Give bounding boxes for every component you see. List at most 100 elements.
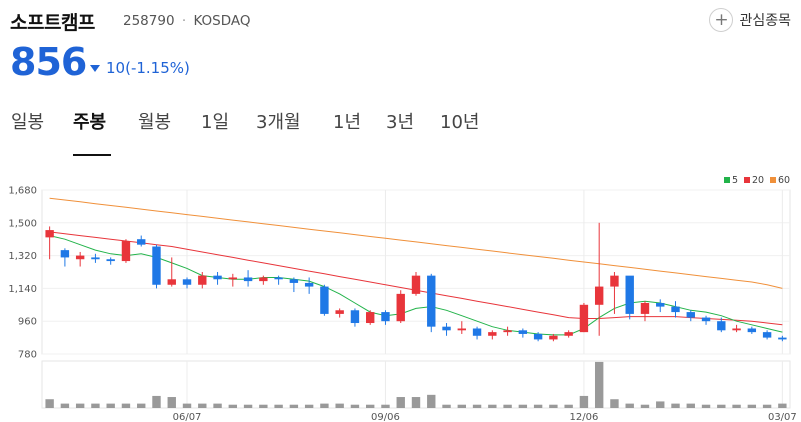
change-value: 10(-1.15%) <box>106 59 190 77</box>
candle-body <box>91 257 100 260</box>
volume-bar <box>289 404 299 408</box>
ma60-line <box>49 197 783 289</box>
x-tick-label: 09/06 <box>371 412 400 422</box>
volume-bar <box>640 404 650 408</box>
candle-body <box>243 277 253 282</box>
volume-bar <box>686 403 695 408</box>
legend-label: 60 <box>778 175 790 186</box>
x-tick-label: 12/06 <box>570 412 599 422</box>
tab-10years[interactable]: 10년 <box>440 112 480 133</box>
separator: · <box>181 13 187 29</box>
current-price: 856 <box>10 40 87 84</box>
candle-body <box>289 279 299 283</box>
market-name: KOSDAQ <box>193 13 251 29</box>
down-arrow-icon <box>90 64 100 72</box>
volume-bar <box>320 403 329 408</box>
volume-bar <box>167 397 176 408</box>
candle-body <box>366 312 375 324</box>
candle-body <box>762 332 772 338</box>
volume-bar <box>564 404 573 408</box>
volume-bar <box>472 404 482 408</box>
tab-daily[interactable]: 일봉 <box>11 112 45 133</box>
y-tick-label: 1,500 <box>8 218 37 229</box>
candle-body <box>503 330 512 333</box>
candle-body <box>274 277 283 280</box>
candle-body <box>656 302 665 307</box>
volume-bar <box>503 404 512 408</box>
candle-body <box>564 332 573 336</box>
volume-bar <box>137 403 146 408</box>
volume-bar <box>488 404 497 408</box>
volume-bar <box>381 404 390 408</box>
volume-bar <box>304 404 314 408</box>
y-tick-label: 780 <box>18 350 37 361</box>
volume-bar <box>549 404 558 408</box>
tab-1year[interactable]: 1년 <box>333 112 362 133</box>
legend-label: 5 <box>732 175 738 186</box>
volume-bar <box>274 404 283 408</box>
y-tick-label: 1,140 <box>8 284 37 295</box>
candlestick-chart[interactable]: 1,680 1,500 1,320 1,140 960 780 06/07 09/06 12/0… <box>0 168 801 422</box>
volume-bar <box>366 404 375 408</box>
candle-body <box>717 321 726 331</box>
volume-bar <box>717 404 726 408</box>
tab-1day[interactable]: 1일 <box>201 112 230 133</box>
candle-body <box>594 286 604 305</box>
candle-body <box>579 304 589 333</box>
candle-body <box>640 302 650 314</box>
volume-bar <box>60 403 70 408</box>
y-tick-label: 1,680 <box>8 186 37 197</box>
candle-body <box>549 335 558 340</box>
volume-bar <box>533 404 543 408</box>
volume-bar <box>335 403 344 408</box>
volume-bar <box>625 403 634 408</box>
candle-body <box>182 279 192 285</box>
volume-bar <box>442 404 451 408</box>
candle-body <box>137 239 146 245</box>
period-tabs: 일봉 주봉 월봉 1일 3개월 1년 3년 10년 <box>0 108 801 158</box>
legend-swatch <box>724 177 730 183</box>
volume-bar <box>198 403 207 408</box>
volume-bar <box>732 404 741 408</box>
volume-bar <box>579 395 589 408</box>
x-tick-label: 03/07 <box>768 412 797 422</box>
candle-body <box>747 328 757 333</box>
stock-name: 소프트캠프 <box>10 12 95 34</box>
volume-bar <box>91 403 100 408</box>
favorite-label: 관심종목 <box>739 13 791 29</box>
candle-body <box>259 277 268 282</box>
volume-bar <box>121 403 131 408</box>
candle-body <box>442 326 451 331</box>
candle-body <box>335 310 344 314</box>
candle-body <box>304 282 314 287</box>
candle-body <box>75 255 85 260</box>
volume-bar <box>671 403 680 408</box>
volume-bar <box>701 404 711 408</box>
tab-weekly[interactable]: 주봉 <box>73 112 107 133</box>
volume-bar <box>243 404 253 408</box>
tab-3months[interactable]: 3개월 <box>256 112 301 133</box>
stock-chart[interactable]: 1,680 1,500 1,320 1,140 960 780 06/07 09/06 12/0… <box>0 168 801 422</box>
candle-body <box>518 330 528 334</box>
volume-bar <box>182 403 192 408</box>
candle-body <box>320 286 329 314</box>
volume-bar <box>427 394 436 408</box>
add-favorite-button[interactable]: + 관심종목 <box>709 8 791 32</box>
candle-body <box>778 337 787 340</box>
volume-bar <box>45 399 54 408</box>
tab-monthly[interactable]: 월봉 <box>138 112 172 133</box>
active-tab-indicator <box>73 154 111 156</box>
candle-body <box>106 259 115 262</box>
plus-icon: + <box>709 8 734 32</box>
stock-code-market: 258790 · KOSDAQ <box>123 13 251 29</box>
legend-label: 20 <box>752 175 764 186</box>
y-tick-label: 1,320 <box>8 251 37 262</box>
volume-bar <box>350 404 360 408</box>
volume-bar <box>152 395 161 408</box>
volume-bar <box>762 404 772 408</box>
candle-body <box>381 312 390 322</box>
candle-body <box>152 246 161 285</box>
tab-3years[interactable]: 3년 <box>386 112 415 133</box>
y-tick-label: 960 <box>18 317 37 328</box>
candle-body <box>701 317 711 322</box>
